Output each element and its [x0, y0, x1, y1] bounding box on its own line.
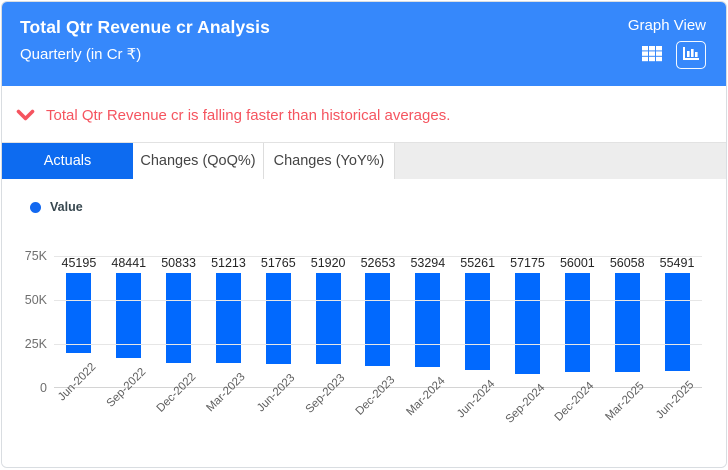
view-mode-label: Graph View	[627, 17, 706, 34]
bar-column: 55491 Jun-2025	[652, 256, 702, 421]
bar-value-label: 51213	[211, 256, 246, 270]
bar[interactable]	[614, 273, 640, 372]
tab-changes-qoq[interactable]: Changes (QoQ%)	[133, 143, 264, 179]
bar-column: 51920 Sep-2023	[303, 256, 353, 416]
y-axis: 75K 50K 25K 0	[10, 249, 54, 395]
x-tick: Jun-2025	[652, 371, 702, 421]
x-tick-label: Sep-2023	[303, 372, 348, 417]
x-tick: Sep-2024	[503, 374, 553, 426]
bar-value-label: 51920	[310, 256, 346, 270]
y-tick-0: 0	[40, 381, 47, 395]
bar-column: 48441 Sep-2022	[104, 256, 154, 410]
bar-column: 50833 Dec-2022	[154, 256, 204, 415]
view-switcher: Graph View	[628, 17, 706, 69]
bar[interactable]	[515, 273, 540, 374]
x-tick-label: Mar-2025	[603, 379, 647, 423]
x-tick-label: Mar-2023	[204, 371, 248, 415]
bar-value-label: 53294	[410, 256, 446, 270]
bar[interactable]	[315, 273, 341, 365]
chevron-down-icon[interactable]	[16, 109, 35, 122]
bar-value-label: 48441	[111, 256, 147, 270]
x-tick: Mar-2023	[204, 363, 254, 414]
insight-alert-text: Total Qtr Revenue cr is falling faster t…	[46, 106, 451, 124]
bar-column: 55261 Jun-2024	[453, 256, 503, 421]
plot-columns: 45195 Jun-2022 48441 Sep-2022 50833 Dec-…	[54, 256, 702, 426]
tab-actuals[interactable]: Actuals	[2, 143, 133, 179]
legend-marker-icon	[30, 201, 41, 213]
bar-value-label: 55491	[659, 256, 695, 270]
bar-column: 53294 Mar-2024	[403, 256, 453, 418]
graph-view-icon	[682, 46, 700, 65]
bar[interactable]	[564, 273, 590, 372]
card-header: Total Qtr Revenue cr Analysis Quarterly …	[2, 2, 726, 86]
bar-chart: 75K 50K 25K 0 45195 Jun-2022 48441 Sep-2…	[2, 214, 726, 426]
x-tick: Sep-2022	[104, 358, 154, 410]
x-tick-label: Dec-2022	[154, 370, 199, 415]
page-title: Total Qtr Revenue cr Analysis	[20, 17, 270, 37]
bar[interactable]	[166, 273, 192, 363]
bar-value-label: 52653	[360, 256, 396, 270]
bar-column: 51765 Jun-2023	[253, 256, 303, 414]
y-tick-25k: 25K	[24, 337, 47, 351]
bar-value-label: 51765	[260, 256, 296, 270]
bar-column: 45195 Jun-2022	[54, 256, 104, 403]
bar-value-label: 45195	[61, 256, 97, 270]
plot-area: 45195 Jun-2022 48441 Sep-2022 50833 Dec-…	[54, 256, 702, 426]
x-tick-label: Jun-2024	[454, 378, 498, 421]
bar[interactable]	[265, 273, 291, 365]
graph-view-button[interactable]	[676, 41, 706, 69]
x-tick-label: Jun-2022	[56, 360, 99, 403]
x-tick: Dec-2023	[353, 366, 403, 418]
bar[interactable]	[215, 273, 241, 364]
bar-value-label: 55261	[460, 256, 496, 270]
bar-column: 57175 Sep-2024	[503, 256, 553, 426]
bar[interactable]	[116, 273, 142, 359]
x-tick-label: Sep-2022	[104, 366, 149, 411]
header-titles: Total Qtr Revenue cr Analysis Quarterly …	[20, 17, 270, 63]
y-tick-50k: 50K	[24, 293, 47, 307]
x-tick: Dec-2022	[154, 363, 204, 415]
bar[interactable]	[664, 273, 690, 371]
x-tick-label: Dec-2023	[353, 373, 398, 418]
legend-item-value[interactable]: Value	[2, 200, 83, 214]
page-subtitle: Quarterly (in Cr ₹)	[20, 46, 142, 63]
insight-alert: Total Qtr Revenue cr is falling faster t…	[2, 86, 726, 142]
x-tick: Mar-2024	[403, 367, 453, 418]
table-view-icon	[641, 45, 663, 66]
bar-column: 51213 Mar-2023	[204, 256, 254, 414]
x-tick-label: Jun-2025	[654, 378, 697, 422]
bar-value-label: 56001	[559, 256, 595, 270]
y-tick-75k: 75K	[24, 249, 47, 263]
legend-label: Value	[50, 200, 83, 214]
chart-panel: Value 75K 50K 25K 0 45195 Jun-2022 48441	[2, 179, 726, 467]
x-tick-label: Sep-2024	[503, 381, 548, 426]
x-tick-label: Dec-2024	[553, 379, 597, 424]
bar[interactable]	[465, 273, 491, 371]
bar[interactable]	[365, 273, 391, 366]
bar-value-label: 57175	[510, 256, 545, 270]
x-tick-label: Jun-2023	[255, 372, 298, 415]
tab-bar-filler	[395, 143, 726, 179]
x-tick: Dec-2024	[552, 372, 602, 424]
bar-column: 52653 Dec-2023	[353, 256, 403, 418]
bar-column: 56001 Dec-2024	[552, 256, 602, 424]
x-tick: Jun-2023	[253, 364, 303, 414]
bar-column: 56058 Mar-2025	[602, 256, 652, 423]
bar[interactable]	[66, 273, 92, 353]
gridline-25k	[54, 344, 702, 345]
bar-value-label: 50833	[161, 256, 196, 270]
x-tick-label: Mar-2024	[404, 374, 448, 419]
x-tick: Sep-2023	[303, 364, 353, 416]
bar[interactable]	[415, 273, 441, 367]
bar-value-label: 56058	[609, 256, 645, 270]
gridline-75k	[54, 256, 702, 257]
tab-bar: Actuals Changes (QoQ%) Changes (YoY%)	[2, 142, 726, 179]
x-tick: Jun-2022	[54, 353, 104, 403]
gridline-50k	[54, 300, 702, 301]
x-tick: Mar-2025	[602, 372, 652, 423]
tab-changes-yoy[interactable]: Changes (YoY%)	[264, 143, 395, 179]
table-view-button[interactable]	[641, 45, 663, 66]
x-tick: Jun-2024	[453, 370, 503, 420]
